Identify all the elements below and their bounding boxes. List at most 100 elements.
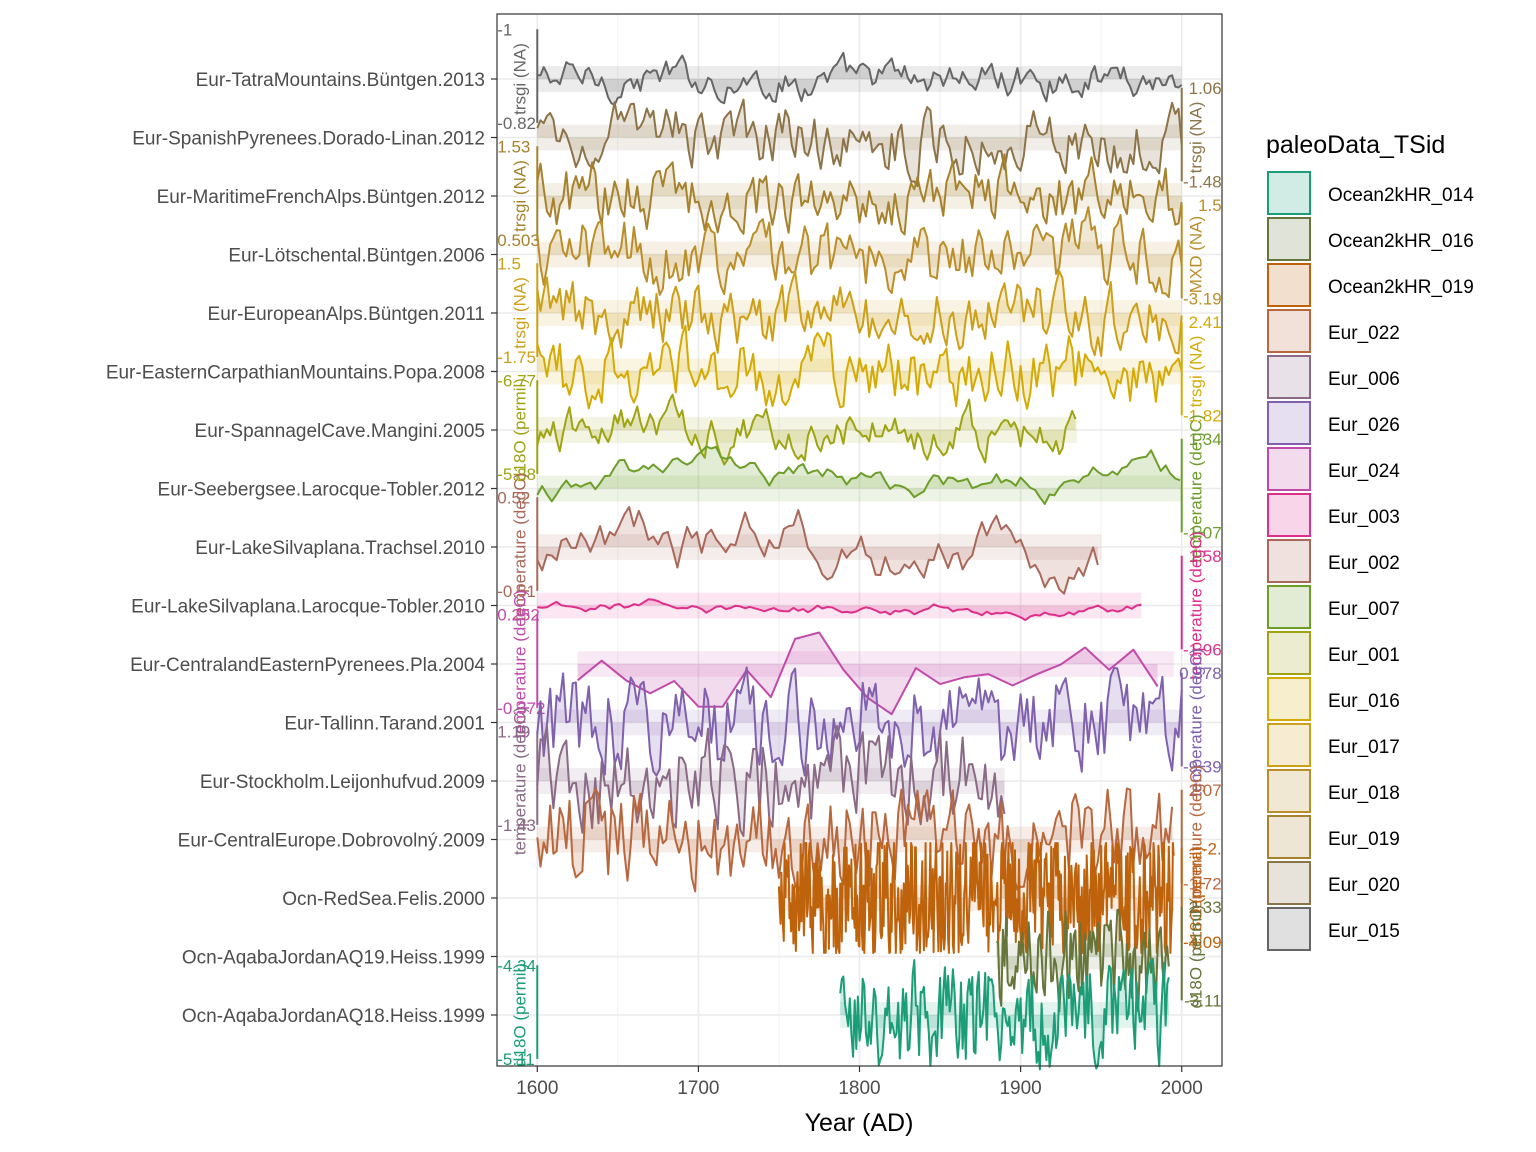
y-axis: Eur-TatraMountains.Büntgen.2013 Eur-Spani… (106, 70, 497, 1027)
legend-key (1267, 723, 1311, 767)
y-tick-label: Eur-Lötschental.Büntgen.2006 (228, 246, 485, 267)
scale-top-label: 1.19 (497, 722, 530, 741)
record-line (536, 324, 1183, 410)
y-tick-label: Eur-CentralEurope.Dobrovolný.2009 (178, 831, 485, 852)
record-line (995, 908, 1170, 1013)
record-area (577, 632, 1158, 715)
scale-top-label: 1.5 (497, 254, 521, 273)
x-tick-label: 1800 (838, 1078, 880, 1099)
record-axis-label: d18O (permil) (1187, 846, 1206, 950)
record-axis-label: trsgi (NA) (1187, 102, 1206, 174)
record-line (536, 206, 1183, 299)
record-line (536, 98, 1183, 188)
record-baseline-band (537, 66, 1182, 92)
record-line (536, 270, 1183, 357)
y-tick-label: Eur-Tallinn.Tarand.2001 (284, 714, 485, 735)
record-area (537, 726, 1005, 836)
legend-label: Eur_006 (1328, 369, 1400, 390)
record-axis-label: trsgi (NA) (510, 160, 529, 232)
legend-key (1267, 493, 1311, 537)
scale-bottom-label: -5.11 (497, 1050, 535, 1069)
x-axis-title: Year (AD) (805, 1109, 914, 1137)
scale-bottom-label: -4.09 (1183, 933, 1222, 952)
legend: paleoData_TSid Ocean2kHR_014 Ocean2kHR_016… (1266, 131, 1474, 951)
x-tick-label: 1700 (677, 1078, 719, 1099)
legend-key (1267, 631, 1311, 675)
record-line (536, 666, 1183, 777)
scale-top-label: 1.34 (1189, 430, 1222, 449)
scale-top-label: -2. (1202, 839, 1222, 858)
scale-bottom-label: 0.503 (497, 231, 540, 250)
legend-key (1267, 171, 1311, 215)
record-area (537, 394, 1076, 465)
legend-label: Eur_024 (1328, 461, 1400, 482)
scale-bottom-label: -1.82 (1183, 406, 1222, 425)
y-tick-label: Ocn-AqabaJordanAQ19.Heiss.1999 (182, 948, 485, 969)
y-tick-label: Ocn-RedSea.Felis.2000 (282, 889, 485, 910)
scale-top-label: 1.58 (1189, 547, 1222, 566)
scale-bottom-label: -1.72 (1183, 874, 1222, 893)
record-axis-label: temperature (degC) (1187, 648, 1206, 796)
scale-top-label: 1.06 (1189, 79, 1222, 98)
legend-label: Eur_015 (1328, 921, 1400, 942)
record-area (778, 843, 1174, 953)
record-axis-label: trsgi (NA) (510, 43, 529, 115)
x-tick-label: 1900 (999, 1078, 1041, 1099)
scale-bottom-label: -3.11 (1184, 991, 1222, 1010)
legend-label: Eur_026 (1328, 415, 1400, 436)
legend-label: Ocean2kHR_019 (1328, 277, 1474, 298)
scale-top-label: 1.53 (497, 137, 530, 156)
legend-key (1267, 677, 1311, 721)
record-area (537, 52, 1182, 105)
record-baseline-band (537, 475, 1182, 502)
legend-key (1267, 401, 1311, 445)
record-baseline-band (537, 534, 1102, 560)
legend-key (1267, 217, 1311, 261)
legend-title: paleoData_TSid (1266, 131, 1445, 159)
legend-label: Eur_001 (1328, 645, 1400, 666)
record-line (536, 506, 1099, 595)
y-tick-label: Eur-Seebergsee.Larocque-Tobler.2012 (158, 480, 485, 501)
y-tick-label: Eur-SpanishPyrenees.Dorado-Linan.2012 (132, 129, 485, 150)
record-axis-label: d18O (permil) (510, 963, 529, 1067)
scale-bottom-label: -5.88 (497, 465, 536, 484)
record-axis-label: temperature (degC) (510, 707, 529, 855)
y-tick-label: Eur-Stockholm.Leijonhufvud.2009 (200, 772, 485, 793)
legend-label: Eur_022 (1328, 323, 1400, 344)
record-axis-label: temperature (degC) (1187, 765, 1206, 913)
record-axis-label: MXD (NA) (1187, 216, 1206, 293)
record-area (537, 325, 1182, 409)
x-axis: 1600 1700 1800 1900 2000 (516, 1066, 1203, 1099)
scale-top-label: 0.252 (497, 605, 540, 624)
scale-bottom-label: -1.43 (497, 816, 536, 835)
scale-top-label: -4.34 (497, 956, 536, 975)
x-tick-label: 1600 (516, 1078, 558, 1099)
scale-bottom-label: -1.75 (497, 348, 536, 367)
legend-label: Eur_017 (1328, 737, 1400, 758)
legend-label: Eur_002 (1328, 553, 1400, 574)
y-tick-label: Eur-EuropeanAlps.Büntgen.2011 (208, 304, 485, 325)
record-line (536, 725, 1006, 837)
scale-bottom-label: -3.19 (1183, 289, 1222, 308)
scale-top-label: 0.52 (497, 488, 530, 507)
legend-key (1267, 447, 1311, 491)
record-baseline-band (537, 768, 1005, 794)
scale-bottom-label: -0.51 (497, 582, 536, 601)
legend-label: Eur_018 (1328, 783, 1400, 804)
scale-top-label: 2.07 (1189, 781, 1222, 800)
legend-label: Eur_020 (1328, 875, 1400, 896)
record-axis-label: temperature (degC) (510, 590, 529, 738)
